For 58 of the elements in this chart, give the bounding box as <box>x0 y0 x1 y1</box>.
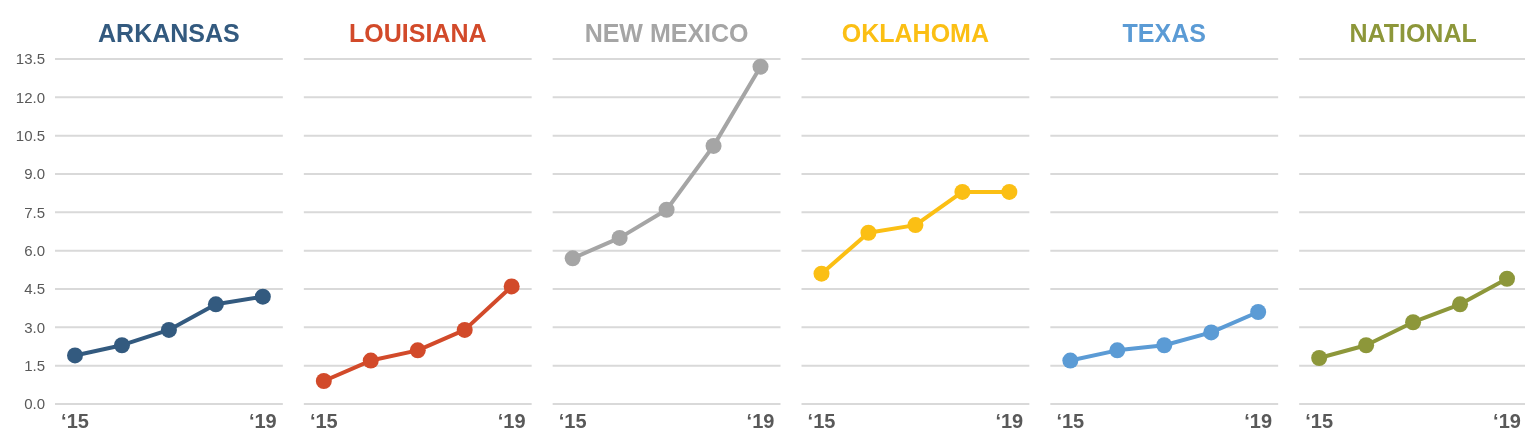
x-tick-label: ‘19 <box>497 410 526 430</box>
point <box>1203 324 1220 341</box>
point <box>503 278 520 295</box>
y-tick-label: 1.5 <box>24 356 45 374</box>
chart-title: LOUISIANA <box>349 19 487 47</box>
point <box>813 265 830 282</box>
point <box>705 137 722 154</box>
y-tick-label: 7.5 <box>24 203 45 221</box>
y-tick-label: 10.5 <box>15 126 45 144</box>
x-tick-label: ‘15 <box>309 410 338 430</box>
x-tick-label: ‘15 <box>61 410 89 430</box>
x-tick-label: ‘15 <box>1305 410 1334 430</box>
point <box>254 288 271 305</box>
point <box>1062 352 1079 369</box>
point <box>1452 296 1469 313</box>
point <box>409 342 426 359</box>
x-tick-label: ‘15 <box>1056 410 1085 430</box>
x-tick-label: ‘19 <box>746 410 775 430</box>
point <box>860 224 877 241</box>
x-tick-label: ‘15 <box>807 410 836 430</box>
x-tick-label: ‘19 <box>1493 410 1521 430</box>
chart-title: NEW MEXICO <box>584 19 749 47</box>
point <box>954 183 971 200</box>
point <box>67 347 83 364</box>
y-tick-label: 3.0 <box>24 318 45 336</box>
chart-title: ARKANSAS <box>98 19 240 47</box>
point <box>564 250 581 267</box>
y-tick-label: 0.0 <box>24 395 45 413</box>
point <box>207 296 224 313</box>
point <box>611 229 628 246</box>
y-tick-label: 4.5 <box>24 280 45 298</box>
point <box>1250 304 1267 320</box>
x-tick-label: ‘15 <box>558 410 587 430</box>
point <box>1358 337 1375 354</box>
point <box>1156 337 1173 354</box>
point <box>907 217 924 234</box>
chart-title: OKLAHOMA <box>841 19 990 47</box>
x-tick-label: ‘19 <box>995 410 1024 430</box>
point <box>160 321 177 338</box>
point <box>113 337 130 354</box>
point <box>456 321 473 338</box>
point <box>362 352 379 369</box>
point <box>1499 270 1515 287</box>
chart-title: TEXAS <box>1122 19 1206 47</box>
x-tick-label: ‘19 <box>248 410 277 430</box>
y-tick-label: 12.0 <box>15 88 45 106</box>
point <box>1405 314 1422 331</box>
point <box>752 58 769 75</box>
x-tick-label: ‘19 <box>1244 410 1273 430</box>
point <box>315 373 332 389</box>
chart-title: NATIONAL <box>1349 19 1477 47</box>
point <box>1311 350 1328 366</box>
point <box>1109 342 1126 359</box>
point <box>658 201 675 218</box>
y-tick-label: 13.5 <box>15 50 45 68</box>
y-tick-label: 6.0 <box>24 241 45 259</box>
point <box>1001 183 1018 200</box>
y-tick-label: 9.0 <box>24 165 45 183</box>
